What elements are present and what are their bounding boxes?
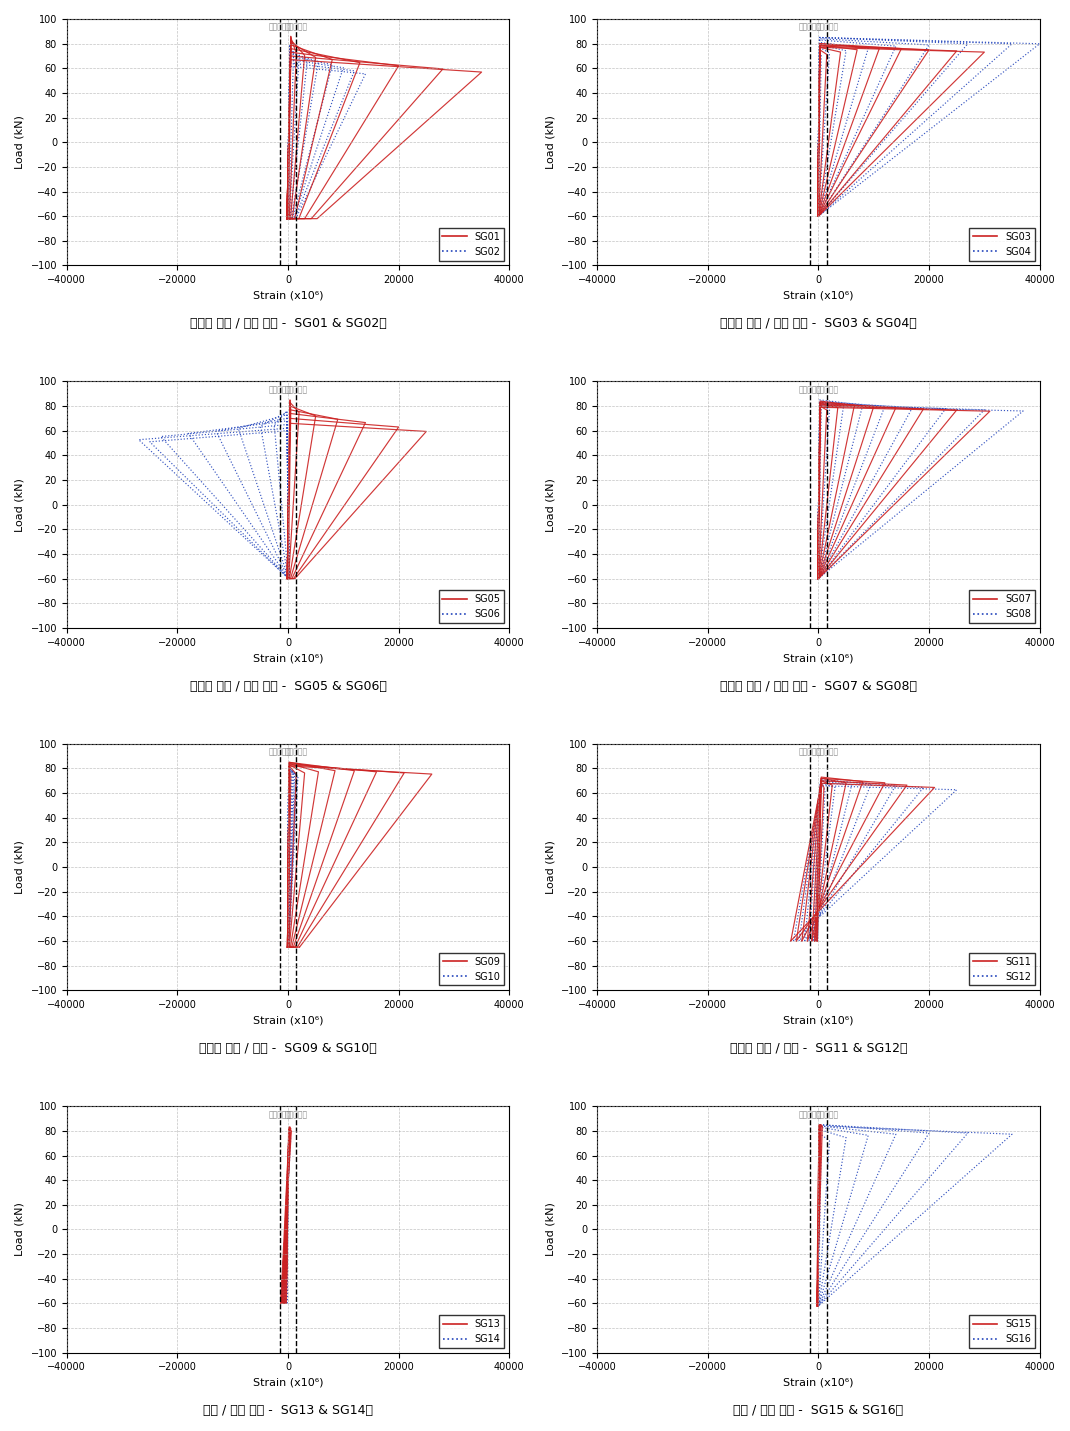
X-axis label: Strain (x10⁶): Strain (x10⁶) [253, 1378, 323, 1388]
Y-axis label: Load (kN): Load (kN) [546, 478, 555, 531]
Text: 항복변형률: 항복변형률 [815, 1110, 838, 1119]
Legend: SG13, SG14: SG13, SG14 [439, 1315, 504, 1348]
X-axis label: Strain (x10⁶): Strain (x10⁶) [783, 290, 854, 301]
Y-axis label: Load (kN): Load (kN) [546, 1202, 555, 1256]
X-axis label: Strain (x10⁶): Strain (x10⁶) [253, 290, 323, 301]
Y-axis label: Load (kN): Load (kN) [15, 478, 25, 531]
Legend: SG11, SG12: SG11, SG12 [969, 953, 1035, 986]
Text: 항복변형률: 항복변형률 [269, 1110, 291, 1119]
Y-axis label: Load (kN): Load (kN) [546, 116, 555, 169]
Text: 〈우측 기둥 / 우측 하단 -  SG07 & SG08〉: 〈우측 기둥 / 우측 하단 - SG07 & SG08〉 [720, 680, 917, 693]
Text: 항복변형률: 항복변형률 [285, 747, 308, 757]
Text: 〈보 / 좌측 끝단 -  SG13 & SG14〉: 〈보 / 좌측 끝단 - SG13 & SG14〉 [203, 1404, 373, 1418]
Legend: SG09, SG10: SG09, SG10 [439, 953, 504, 986]
Text: 〈우측 기둥 / 좌측 하단 -  SG05 & SG06〉: 〈우측 기둥 / 좌측 하단 - SG05 & SG06〉 [189, 680, 386, 693]
X-axis label: Strain (x10⁶): Strain (x10⁶) [783, 653, 854, 663]
X-axis label: Strain (x10⁶): Strain (x10⁶) [253, 1016, 323, 1026]
Text: 항복변형률: 항복변형률 [269, 747, 291, 757]
X-axis label: Strain (x10⁶): Strain (x10⁶) [783, 1016, 854, 1026]
Legend: SG05, SG06: SG05, SG06 [439, 591, 504, 622]
Text: 〈우측 기둥 / 상단 -  SG11 & SG12〉: 〈우측 기둥 / 상단 - SG11 & SG12〉 [730, 1042, 907, 1055]
Y-axis label: Load (kN): Load (kN) [546, 840, 555, 894]
Text: 항복변형률: 항복변형률 [285, 385, 308, 394]
Text: 항복변형률: 항복변형률 [798, 385, 822, 394]
Text: 항복변형률: 항복변형률 [798, 23, 822, 31]
Y-axis label: Load (kN): Load (kN) [15, 1202, 25, 1256]
Text: 항복변형률: 항복변형률 [269, 385, 291, 394]
Text: 〈보 / 우측 끝단 -  SG15 & SG16〉: 〈보 / 우측 끝단 - SG15 & SG16〉 [733, 1404, 903, 1418]
Legend: SG01, SG02: SG01, SG02 [439, 228, 504, 260]
Legend: SG07, SG08: SG07, SG08 [969, 591, 1035, 622]
Text: 항복변형률: 항복변형률 [285, 1110, 308, 1119]
Text: 항복변형률: 항복변형률 [269, 23, 291, 31]
Text: 항복변형률: 항복변형률 [815, 385, 838, 394]
Y-axis label: Load (kN): Load (kN) [15, 116, 25, 169]
Text: 항복변형률: 항복변형률 [815, 747, 838, 757]
Text: 항복변형률: 항복변형률 [815, 23, 838, 31]
Legend: SG15, SG16: SG15, SG16 [969, 1315, 1035, 1348]
X-axis label: Strain (x10⁶): Strain (x10⁶) [253, 653, 323, 663]
Text: 항복변형률: 항복변형률 [285, 23, 308, 31]
Text: 〈좌측 기둥 / 좌측 하단 -  SG01 & SG02〉: 〈좌측 기둥 / 좌측 하단 - SG01 & SG02〉 [189, 318, 386, 331]
Text: 〈좌측 기둥 / 상단 -  SG09 & SG10〉: 〈좌측 기둥 / 상단 - SG09 & SG10〉 [199, 1042, 377, 1055]
Text: 항복변형률: 항복변형률 [798, 1110, 822, 1119]
X-axis label: Strain (x10⁶): Strain (x10⁶) [783, 1378, 854, 1388]
Text: 〈좌측 기둥 / 우측 하단 -  SG03 & SG04〉: 〈좌측 기둥 / 우측 하단 - SG03 & SG04〉 [720, 318, 917, 331]
Legend: SG03, SG04: SG03, SG04 [969, 228, 1035, 260]
Y-axis label: Load (kN): Load (kN) [15, 840, 25, 894]
Text: 항복변형률: 항복변형률 [798, 747, 822, 757]
